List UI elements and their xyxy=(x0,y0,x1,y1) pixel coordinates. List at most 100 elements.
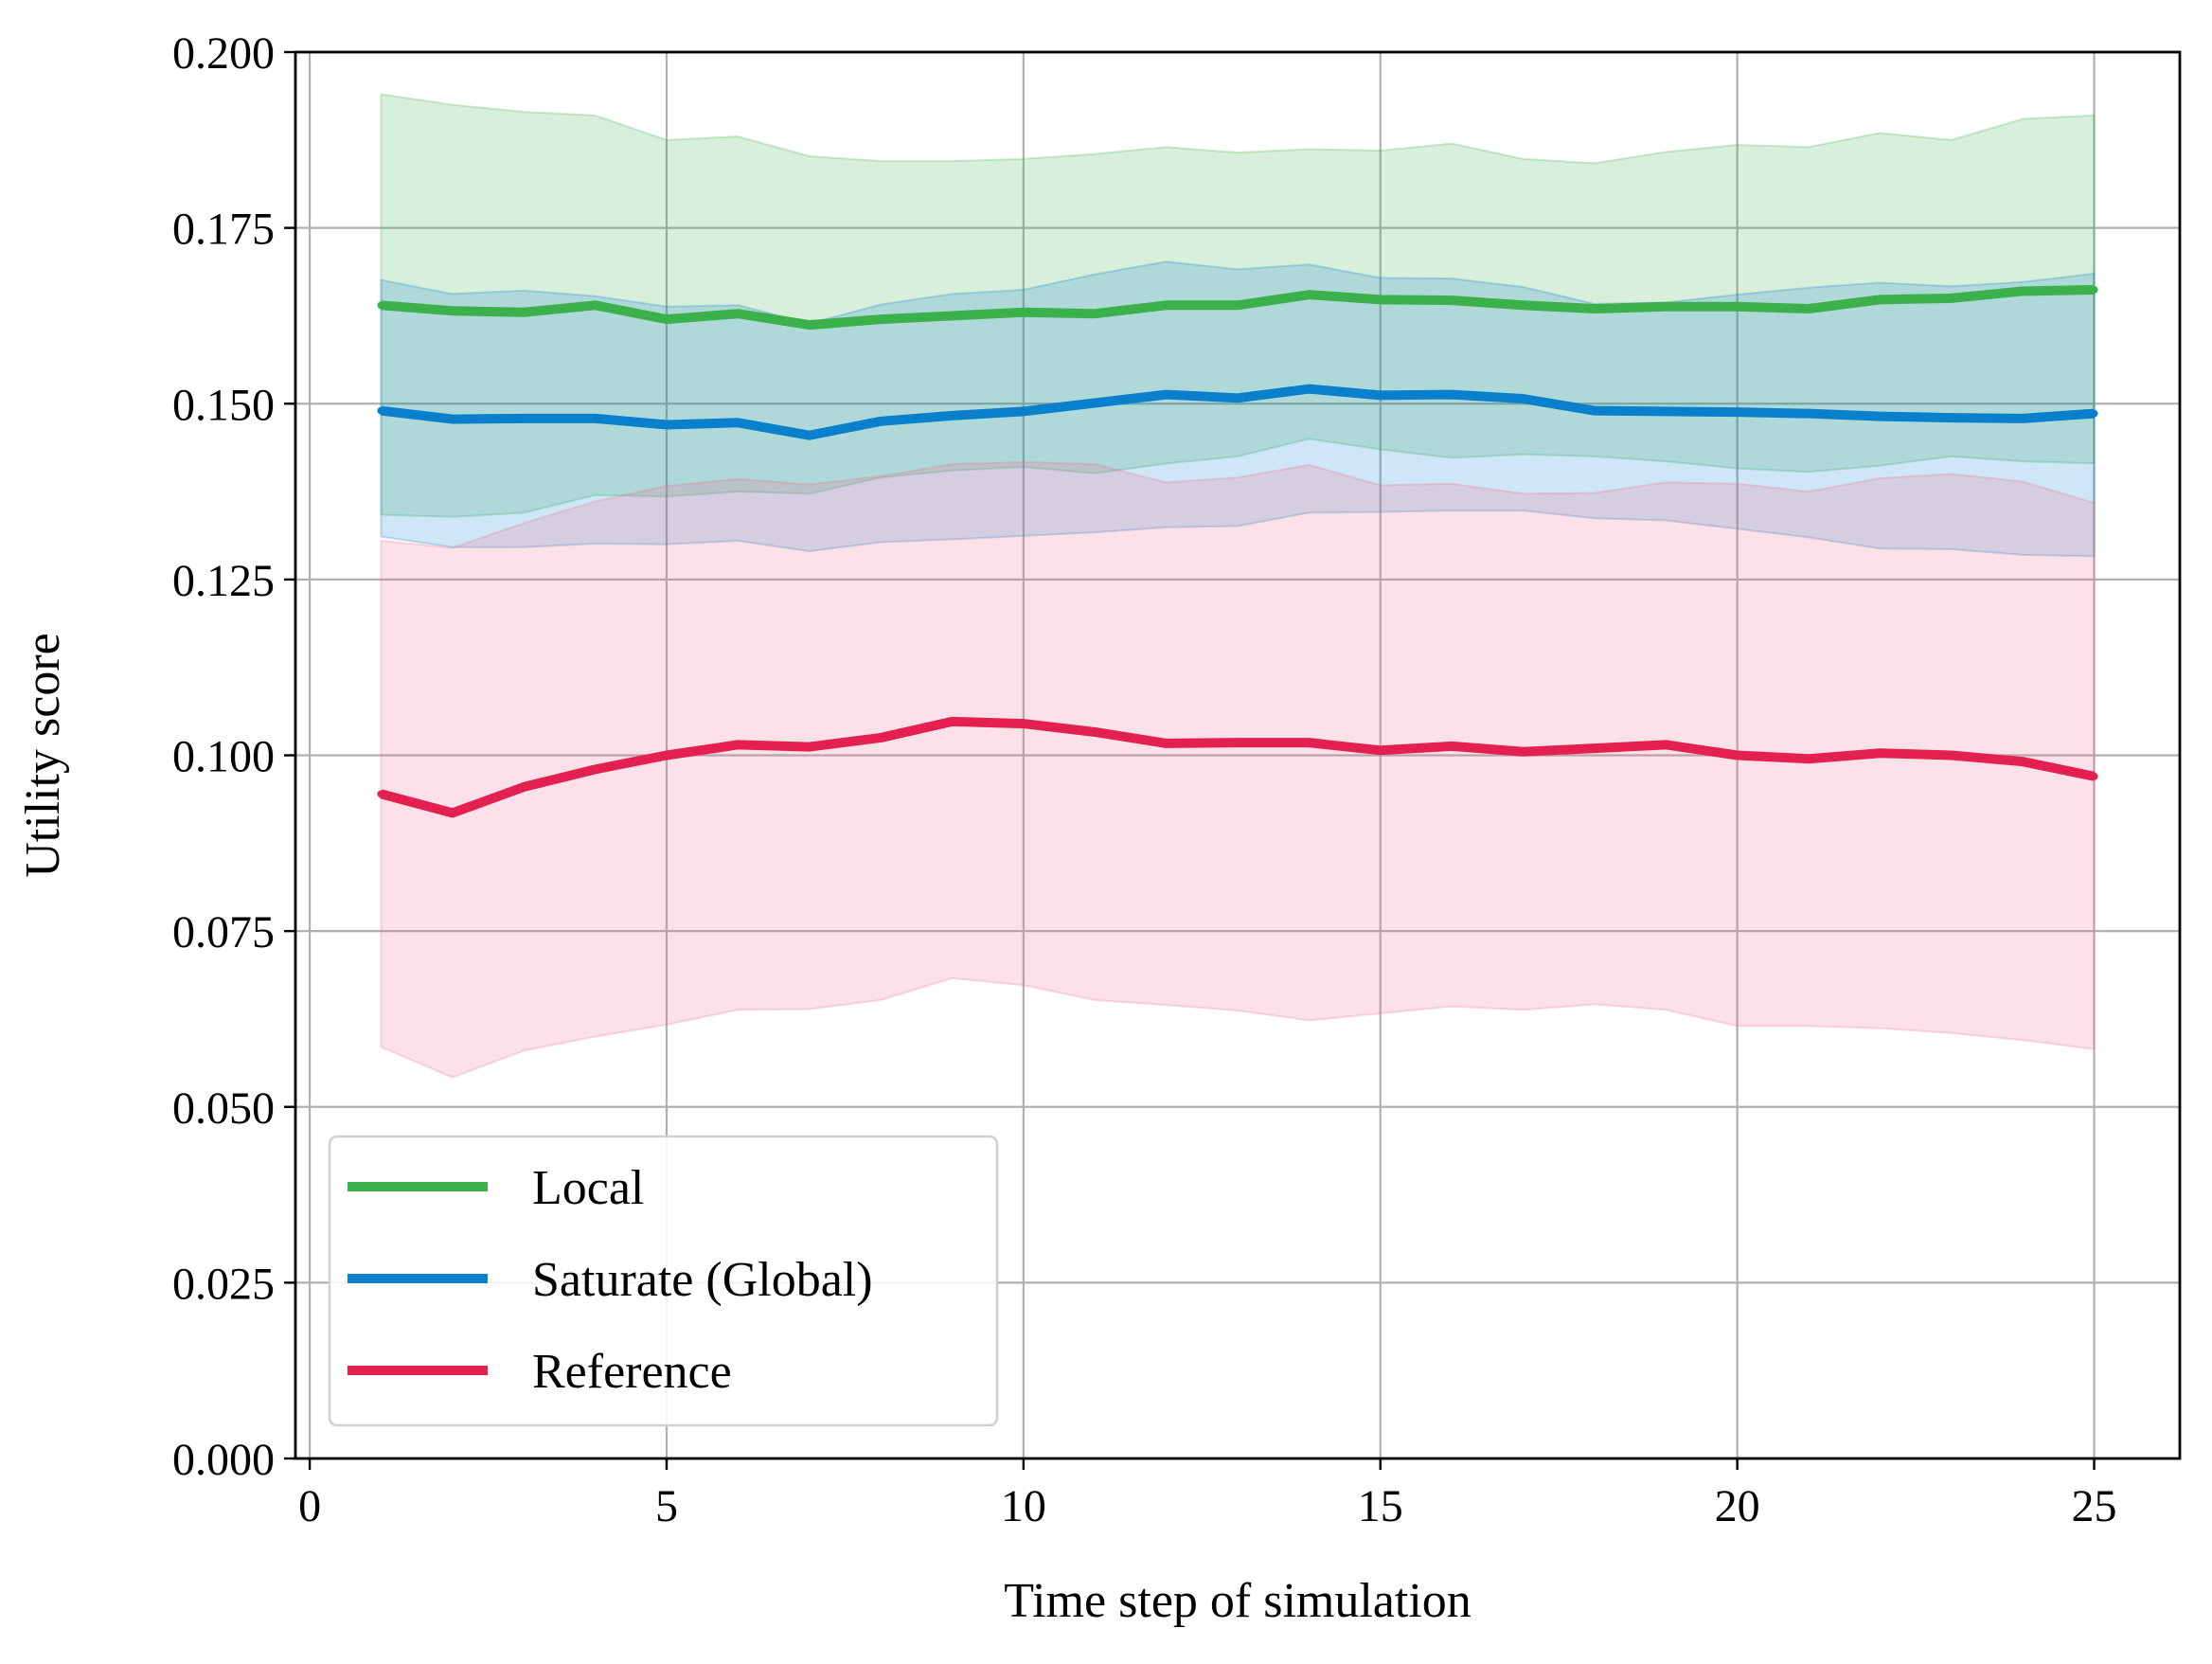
point-local xyxy=(734,310,742,318)
point-local xyxy=(1019,308,1027,316)
y-tick-label: 0.050 xyxy=(172,1083,275,1134)
band-reference xyxy=(380,460,2096,1079)
point-saturate-global xyxy=(1947,414,1955,422)
band-saturate-global xyxy=(380,260,2096,558)
point-local xyxy=(2019,287,2027,295)
legend-label-local: Local xyxy=(532,1161,644,1215)
point-saturate-global xyxy=(1590,406,1598,415)
point-local xyxy=(1234,301,1241,310)
point-local xyxy=(1947,294,1955,302)
point-local xyxy=(662,315,670,324)
axis-ticks: 0 5 10 15 20 25 0.000 0.025 0.050 0.075 0.100 0.125… xyxy=(172,28,2117,1531)
point-reference xyxy=(1947,751,1955,760)
point-reference xyxy=(1091,727,1099,736)
y-tick-label: 0.150 xyxy=(172,380,275,430)
point-saturate-global xyxy=(1305,385,1313,393)
y-tick-label: 0.175 xyxy=(172,205,275,255)
point-local xyxy=(1162,301,1170,310)
x-tick-label: 0 xyxy=(298,1481,321,1531)
series-lines xyxy=(377,284,2098,818)
y-tick-label: 0.075 xyxy=(172,907,275,957)
point-saturate-global xyxy=(1234,394,1241,403)
point-saturate-global xyxy=(1519,395,1527,403)
point-reference xyxy=(1305,739,1313,747)
legend-label-saturate-global: Saturate (Global) xyxy=(532,1253,873,1307)
point-reference xyxy=(1590,744,1598,753)
point-reference xyxy=(520,782,528,791)
point-saturate-global xyxy=(1662,407,1670,416)
point-local xyxy=(1805,305,1813,313)
point-reference xyxy=(948,717,956,725)
point-local xyxy=(1733,302,1741,311)
point-local xyxy=(1448,296,1456,305)
point-saturate-global xyxy=(1091,399,1099,407)
point-local xyxy=(1091,310,1099,318)
confidence-bands xyxy=(380,93,2096,1079)
point-saturate-global xyxy=(2090,409,2098,418)
point-saturate-global xyxy=(1019,407,1027,416)
point-reference xyxy=(1662,741,1670,749)
point-reference xyxy=(448,809,456,817)
point-local xyxy=(448,307,456,315)
point-reference xyxy=(1162,739,1170,747)
y-tick-label: 0.000 xyxy=(172,1435,275,1485)
point-saturate-global xyxy=(520,414,528,422)
y-axis-title: Utility score xyxy=(16,633,70,878)
point-saturate-global xyxy=(948,411,956,420)
point-reference xyxy=(2019,758,2027,766)
point-saturate-global xyxy=(805,431,813,439)
x-tick-label: 10 xyxy=(1001,1481,1046,1531)
point-reference xyxy=(734,741,742,749)
y-tick-label: 0.200 xyxy=(172,28,275,79)
point-reference xyxy=(877,733,885,742)
x-axis-title: Time step of simulation xyxy=(1004,1574,1472,1628)
point-reference xyxy=(1876,749,1884,758)
point-reference xyxy=(1805,755,1813,763)
point-local xyxy=(1876,295,1884,304)
y-tick-label: 0.125 xyxy=(172,556,275,606)
point-saturate-global xyxy=(1733,408,1741,417)
point-saturate-global xyxy=(734,419,742,427)
legend: Local Saturate (Global) Reference xyxy=(328,1135,999,1427)
point-local xyxy=(877,315,885,324)
point-reference xyxy=(377,790,385,798)
point-local xyxy=(948,312,956,320)
legend-box xyxy=(328,1135,999,1427)
point-saturate-global xyxy=(662,420,670,429)
point-saturate-global xyxy=(1448,390,1456,399)
x-tick-label: 25 xyxy=(2072,1481,2117,1531)
point-reference xyxy=(2090,772,2098,780)
point-reference xyxy=(1019,720,1027,728)
point-reference xyxy=(1376,746,1384,755)
point-local xyxy=(1519,301,1527,310)
point-saturate-global xyxy=(448,415,456,423)
point-local xyxy=(1662,302,1670,311)
x-tick-label: 15 xyxy=(1358,1481,1403,1531)
x-tick-label: 5 xyxy=(655,1481,678,1531)
point-saturate-global xyxy=(1376,391,1384,400)
point-local xyxy=(805,321,813,330)
point-local xyxy=(1590,305,1598,313)
point-local xyxy=(377,301,385,310)
point-saturate-global xyxy=(877,417,885,425)
point-reference xyxy=(662,751,670,760)
point-reference xyxy=(591,765,599,774)
point-saturate-global xyxy=(1805,409,1813,418)
point-saturate-global xyxy=(377,406,385,415)
point-local xyxy=(520,308,528,316)
point-local xyxy=(1305,291,1313,299)
point-local xyxy=(591,301,599,310)
point-reference xyxy=(1234,739,1241,747)
point-saturate-global xyxy=(1876,412,1884,420)
point-saturate-global xyxy=(2019,414,2027,422)
point-saturate-global xyxy=(1162,390,1170,399)
x-tick-label: 20 xyxy=(1715,1481,1760,1531)
y-tick-label: 0.100 xyxy=(172,732,275,782)
point-reference xyxy=(805,743,813,751)
point-reference xyxy=(1448,742,1456,750)
y-tick-label: 0.025 xyxy=(172,1259,275,1309)
point-reference xyxy=(1733,751,1741,760)
point-local xyxy=(1376,295,1384,304)
point-local xyxy=(2090,285,2098,294)
